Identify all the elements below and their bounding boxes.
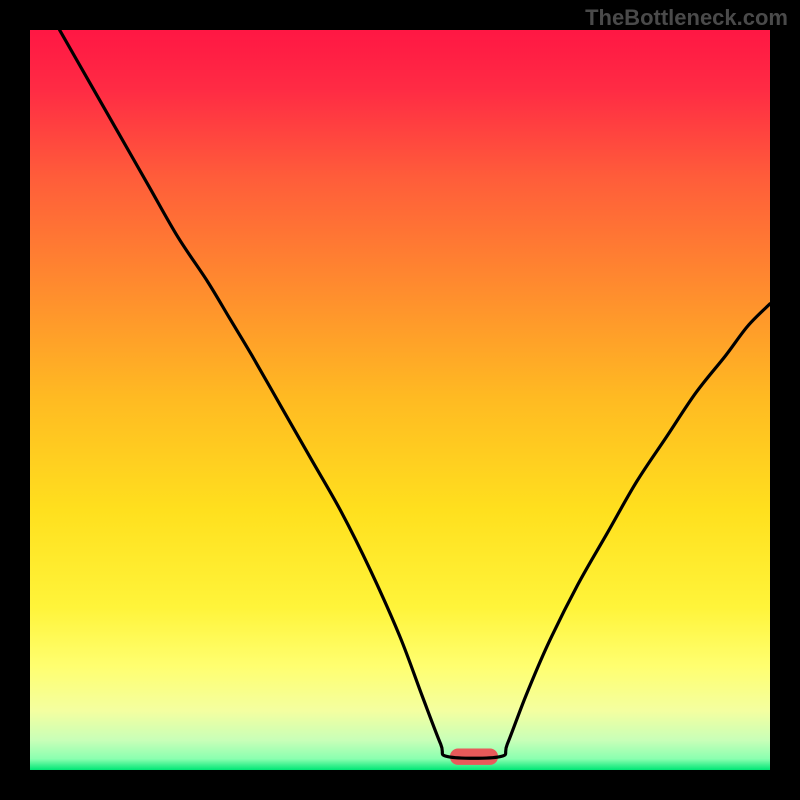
chart-svg xyxy=(30,30,770,770)
chart-background xyxy=(30,30,770,770)
attribution-text: TheBottleneck.com xyxy=(585,5,788,31)
bottleneck-chart xyxy=(30,30,770,770)
